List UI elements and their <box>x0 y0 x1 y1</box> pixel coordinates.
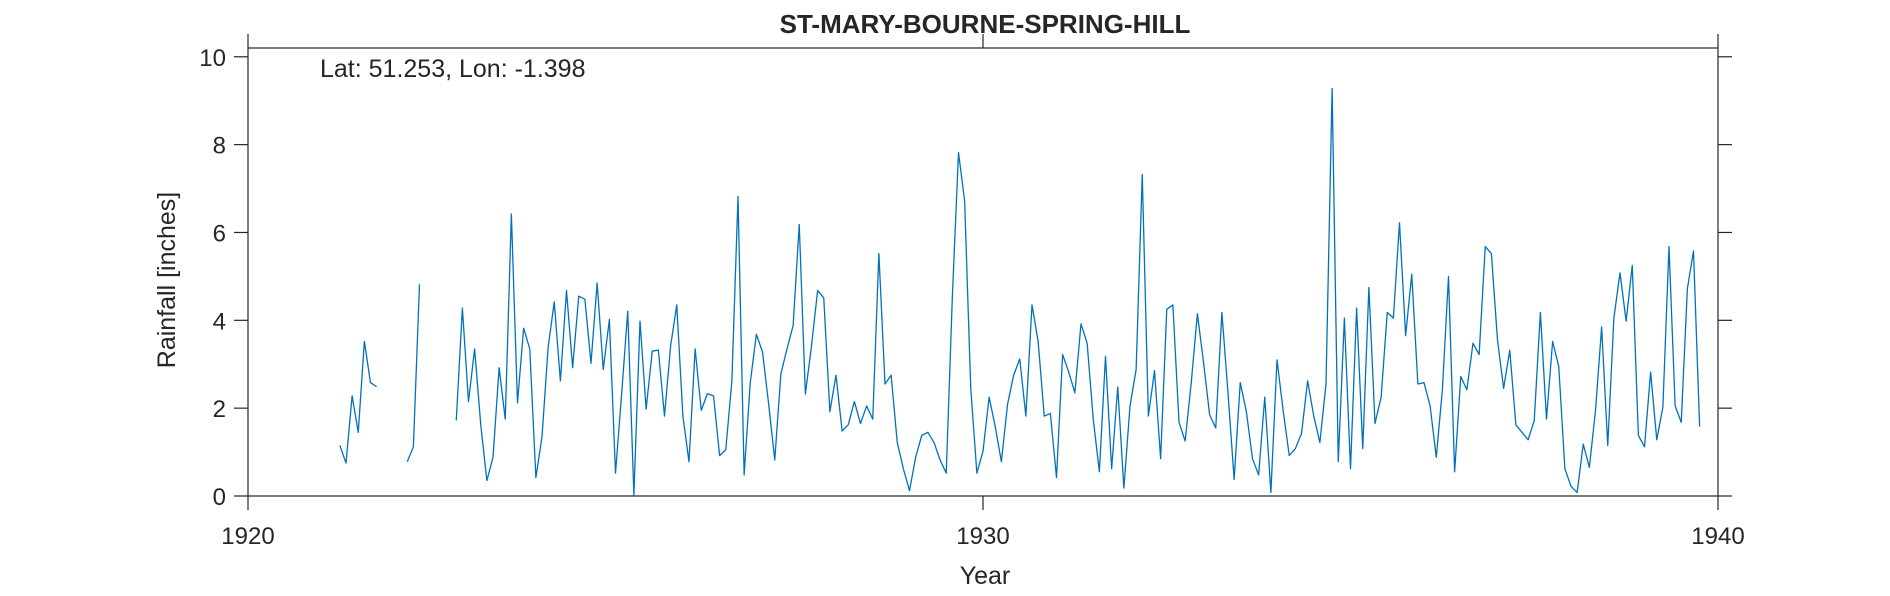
y-tick-label-10: 10 <box>199 45 226 72</box>
x-tick-label-1930: 1930 <box>956 523 1009 550</box>
x-tick-label-1920: 1920 <box>221 523 274 550</box>
y-tick-label-4: 4 <box>213 308 226 335</box>
chart-title: ST-MARY-BOURNE-SPRING-HILL <box>780 9 1191 39</box>
plot-box <box>247 47 1719 497</box>
rainfall-series-line <box>339 87 1701 496</box>
line-layer <box>339 87 1701 496</box>
y-tick-label-2: 2 <box>213 396 226 423</box>
y-tick-label-6: 6 <box>213 220 226 247</box>
ticks-layer: 1920 1930 1940 0 2 4 6 8 10 <box>199 34 1745 550</box>
lat-lon-annotation: Lat: 51.253, Lon: -1.398 <box>320 55 586 83</box>
x-tick-label-1940: 1940 <box>1691 523 1744 550</box>
y-tick-label-8: 8 <box>213 133 226 160</box>
x-axis-label: Year <box>960 562 1011 590</box>
y-tick-label-0: 0 <box>213 484 226 511</box>
y-axis-label: Rainfall [inches] <box>153 192 181 368</box>
